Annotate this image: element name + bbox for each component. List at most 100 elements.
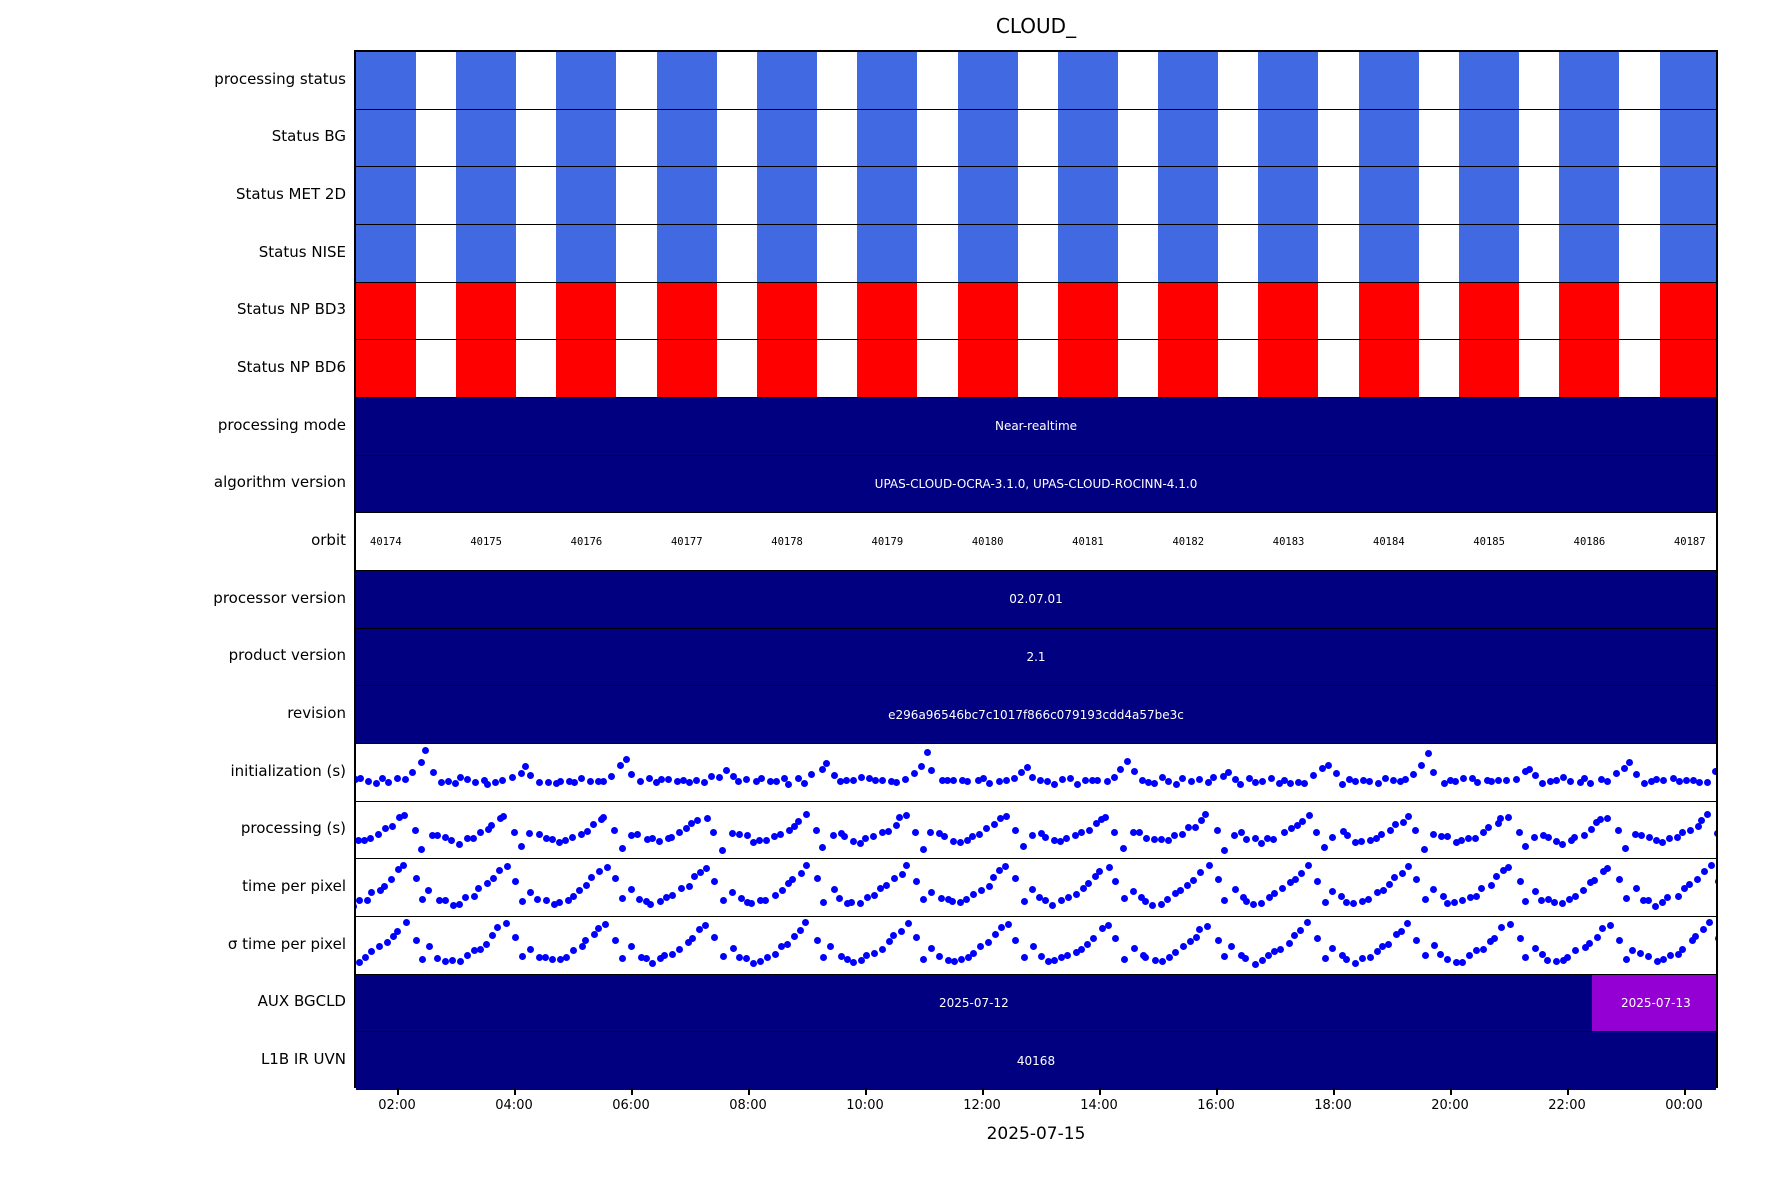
data-point [668, 892, 676, 900]
data-point [801, 919, 809, 927]
data-point [928, 945, 936, 953]
data-point [393, 928, 401, 936]
data-point [361, 954, 369, 962]
row-label-algorithm-version: algorithm version [213, 473, 346, 492]
data-point [819, 954, 827, 962]
data-point [728, 829, 736, 837]
data-point [702, 922, 710, 930]
data-point [788, 876, 796, 884]
data-point [1290, 932, 1298, 940]
data-point [1313, 829, 1321, 837]
data-point [1452, 959, 1460, 967]
data-point [1645, 834, 1653, 842]
data-point [1319, 764, 1327, 772]
data-point [661, 952, 669, 959]
data-point [813, 826, 821, 834]
row-label-processing-s: processing (s) [240, 819, 346, 838]
data-point [642, 954, 650, 962]
data-point [1552, 837, 1560, 845]
data-point [861, 834, 869, 842]
data-point [1614, 827, 1622, 835]
data-point [682, 824, 690, 832]
x-tick-mark [1450, 1088, 1452, 1095]
status-bar [756, 340, 817, 397]
status-bar [1358, 282, 1419, 340]
status-bar [356, 167, 416, 224]
data-point [1459, 775, 1467, 783]
row-label-revision: revision [287, 704, 346, 723]
data-point [957, 898, 965, 906]
status-bar [1057, 340, 1118, 397]
data-point [1329, 944, 1337, 952]
data-point [1124, 757, 1132, 765]
data-point [708, 772, 716, 780]
data-point [1041, 896, 1049, 904]
data-point [1384, 941, 1392, 949]
data-point [1221, 896, 1229, 904]
data-point [749, 839, 757, 847]
orbit-number: 40187 [1673, 535, 1706, 548]
status-bar [1358, 167, 1419, 224]
data-point [1120, 845, 1128, 853]
data-point [1005, 920, 1013, 928]
data-point [1571, 893, 1579, 901]
data-point [1373, 835, 1381, 843]
status-bar [1358, 52, 1419, 109]
data-point [1659, 956, 1667, 964]
data-point [1079, 884, 1087, 892]
data-point [1296, 927, 1304, 935]
data-point [1220, 772, 1227, 780]
data-point [796, 927, 804, 935]
data-point [1629, 946, 1637, 954]
data-point [1666, 951, 1674, 959]
data-point [400, 811, 408, 819]
data-point [616, 762, 624, 770]
data-point [375, 943, 383, 951]
data-point [1012, 875, 1020, 883]
data-point [385, 779, 393, 787]
data-point [1221, 952, 1229, 960]
data-point [837, 953, 845, 961]
data-point [418, 956, 426, 964]
data-point [1564, 954, 1572, 962]
status-bar [1459, 340, 1519, 397]
data-point [893, 779, 901, 787]
data-point [995, 866, 1003, 874]
data-point [690, 872, 698, 880]
data-point [729, 773, 737, 781]
data-point [1029, 942, 1037, 950]
data-point [964, 837, 972, 845]
data-point [548, 835, 556, 843]
data-point [1352, 839, 1360, 847]
data-point [1444, 832, 1452, 840]
data-point [969, 891, 977, 899]
status-bar [1057, 52, 1118, 109]
data-point [819, 844, 827, 852]
status-bar [1459, 224, 1519, 282]
data-point [723, 766, 731, 774]
x-tick-mark [1333, 1088, 1335, 1095]
data-point [1531, 887, 1539, 895]
data-point [1403, 920, 1411, 928]
data-point [1142, 835, 1150, 842]
data-point [1525, 766, 1533, 774]
data-point [1660, 777, 1668, 785]
data-point [356, 897, 363, 905]
data-point [1089, 776, 1097, 784]
data-point [1130, 888, 1138, 896]
x-tick-label: 16:00 [1197, 1098, 1235, 1113]
data-point [1398, 870, 1406, 878]
data-point [978, 886, 986, 894]
data-point [1102, 814, 1110, 822]
data-point [688, 819, 696, 827]
data-point [1612, 769, 1620, 777]
data-point [1507, 921, 1515, 929]
data-point [676, 945, 684, 953]
data-point [1691, 932, 1699, 940]
data-point [761, 896, 769, 904]
data-point [1498, 924, 1506, 932]
data-point [474, 884, 482, 892]
row-label-l1b-ir-uvn: L1B IR UVN [260, 1050, 346, 1069]
data-point [578, 774, 585, 782]
data-point [1002, 813, 1010, 821]
